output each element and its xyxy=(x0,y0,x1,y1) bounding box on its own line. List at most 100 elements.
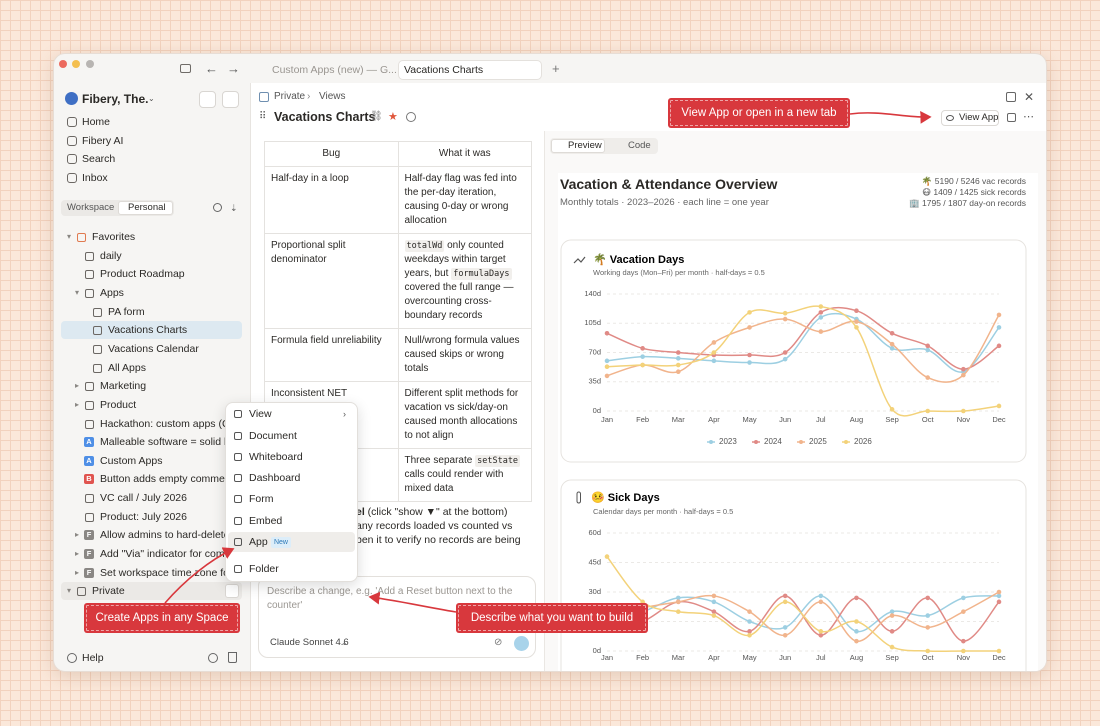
switch-option[interactable]: Personal xyxy=(128,202,166,213)
tree-item[interactable]: Vacations Calendar xyxy=(108,342,199,355)
chevron[interactable]: ▾ xyxy=(67,232,72,241)
tree-item[interactable]: Private xyxy=(92,585,125,598)
open-new-icon[interactable] xyxy=(1007,113,1016,122)
nav-item[interactable]: Fibery AI xyxy=(82,134,124,147)
tree-item[interactable]: Vacations Charts xyxy=(108,324,188,337)
callout: Describe what you want to build xyxy=(456,603,648,633)
history-icon[interactable] xyxy=(208,653,218,663)
workspace-name[interactable]: Fibery, The. xyxy=(82,92,149,106)
back-button[interactable]: ← xyxy=(205,61,218,76)
favorite-star[interactable]: ★ xyxy=(388,111,398,123)
breadcrumb[interactable]: Views xyxy=(319,91,346,102)
menu-item[interactable]: Whiteboard xyxy=(249,451,303,463)
menu-item[interactable]: App xyxy=(249,536,268,548)
badge: A xyxy=(84,455,94,466)
tree-item[interactable]: Product Roadmap xyxy=(100,268,185,281)
series-line xyxy=(606,595,1000,633)
text-span: pen it to verify no records are being xyxy=(356,534,521,546)
x-tick-label: Sep xyxy=(885,415,898,424)
help[interactable]: Help xyxy=(82,652,104,664)
data-point xyxy=(925,625,931,630)
menu-item[interactable]: Folder xyxy=(249,563,279,575)
window-control[interactable] xyxy=(59,60,67,68)
close-button[interactable]: ✕ xyxy=(1024,90,1035,104)
toggle-option: Preview xyxy=(568,140,602,151)
menu-item[interactable]: Form xyxy=(249,493,274,505)
data-point xyxy=(675,609,681,614)
toggle-selected[interactable] xyxy=(551,139,605,153)
menu-item[interactable]: View xyxy=(249,408,272,420)
tree-item[interactable]: Marketing xyxy=(100,380,147,393)
chat-input[interactable]: Describe a change, e.g. 'Add a Reset but… xyxy=(267,586,513,611)
tree-item[interactable]: Button adds empty comment xyxy=(100,473,234,486)
trash-icon[interactable] xyxy=(228,652,237,663)
x-tick-label: Oct xyxy=(922,415,935,424)
window-control[interactable] xyxy=(86,60,94,68)
attach-icon[interactable]: ⊘ xyxy=(494,637,503,648)
model-picker[interactable]: Claude Sonnet 4.6 xyxy=(270,637,349,648)
nav-item[interactable]: Inbox xyxy=(82,171,108,184)
icon-button[interactable] xyxy=(222,91,239,108)
breadcrumb[interactable]: Private xyxy=(274,91,306,102)
chevron[interactable]: ▸ xyxy=(75,530,80,540)
data-point xyxy=(711,609,717,614)
window-control[interactable] xyxy=(72,60,80,68)
tree-item[interactable]: Malleable software = solid b xyxy=(100,436,230,449)
tree-item[interactable]: VC call / July 2026 xyxy=(100,492,187,505)
chevron[interactable]: ▸ xyxy=(75,399,80,409)
legend-swatch xyxy=(709,440,713,444)
item-icon xyxy=(93,307,102,317)
data-point xyxy=(925,408,931,414)
tree-item[interactable]: PA form xyxy=(108,305,145,318)
menu-item[interactable]: Embed xyxy=(249,515,283,527)
tree-item[interactable]: Allow admins to hard-delete xyxy=(100,529,230,542)
tree-item[interactable]: Set workspace time zone fo xyxy=(100,566,229,579)
tree-item[interactable]: Hackathon: custom apps (Cu xyxy=(100,417,236,430)
link-icon[interactable]: ⛓ xyxy=(370,111,383,122)
y-tick-label: 45d xyxy=(588,557,601,566)
toggle-option[interactable]: Code xyxy=(628,140,651,151)
send-button[interactable] xyxy=(514,636,529,651)
expand-icon[interactable] xyxy=(1006,92,1016,102)
forward-button[interactable]: → xyxy=(227,61,240,76)
tree-item[interactable]: Product xyxy=(100,398,137,411)
sidebar-toggle[interactable] xyxy=(180,64,191,73)
data-point xyxy=(640,599,645,605)
data-point xyxy=(747,325,752,330)
chevron[interactable]: ▾ xyxy=(67,586,72,596)
menu-item[interactable]: Document xyxy=(249,430,297,442)
add-button[interactable] xyxy=(225,584,239,599)
tree-item[interactable]: Apps xyxy=(100,286,124,299)
menu-item[interactable]: Dashboard xyxy=(249,472,301,484)
chevron[interactable]: ▸ xyxy=(75,567,80,577)
view-app-button[interactable] xyxy=(941,110,999,126)
icon-button[interactable] xyxy=(199,91,216,108)
collapse-icon[interactable]: ⇣ xyxy=(230,203,238,213)
tree-item[interactable]: daily xyxy=(100,249,122,262)
chevron[interactable]: ▾ xyxy=(75,287,80,297)
tree-item[interactable]: All Apps xyxy=(108,361,146,374)
info-icon[interactable] xyxy=(406,112,416,122)
tree-item[interactable]: Add "Via" indicator for com xyxy=(100,548,225,561)
data-point xyxy=(854,308,859,314)
chevron[interactable]: ▸ xyxy=(75,549,80,559)
legend-swatch xyxy=(799,440,803,444)
nav-item[interactable]: Home xyxy=(82,116,111,128)
search-icon[interactable] xyxy=(213,203,222,212)
tree-item[interactable]: Product: July 2026 xyxy=(100,510,187,523)
tree-item[interactable]: Favorites xyxy=(92,231,136,243)
data-point xyxy=(782,632,788,638)
chevron[interactable]: ▸ xyxy=(75,381,80,391)
data-point xyxy=(925,613,931,618)
data-point xyxy=(961,648,966,654)
chart-title: 🤒 Sick Days xyxy=(591,491,660,504)
x-tick-label: Nov xyxy=(957,653,971,662)
switch-option[interactable]: Workspace xyxy=(67,202,115,213)
tab[interactable] xyxy=(398,60,542,80)
tab-label: Custom Apps (new) — G... xyxy=(272,64,397,76)
nav-item[interactable]: Search xyxy=(82,153,116,166)
tree-item[interactable]: Custom Apps xyxy=(100,454,163,467)
menu-icon xyxy=(234,474,242,482)
new-tab[interactable]: + xyxy=(552,61,560,76)
more-button[interactable]: ⋯ xyxy=(1023,111,1034,123)
